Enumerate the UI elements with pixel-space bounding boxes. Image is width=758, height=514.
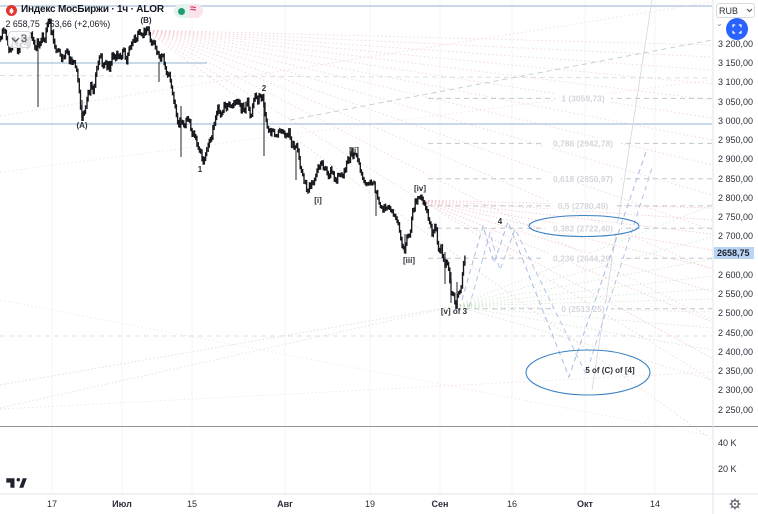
svg-text:0 (2513,25): 0 (2513,25) — [561, 304, 605, 314]
svg-text:1: 1 — [198, 165, 203, 174]
svg-text:(B): (B) — [140, 16, 151, 25]
svg-text:[v] of 3: [v] of 3 — [441, 307, 468, 316]
svg-text:0,236 (2644,29): 0,236 (2644,29) — [553, 253, 613, 263]
svg-text:1 (3059,73): 1 (3059,73) — [561, 93, 605, 103]
svg-text:[i]: [i] — [314, 196, 322, 205]
svg-text:0,5 (2780,49): 0,5 (2780,49) — [558, 201, 609, 211]
svg-text:0,382 (2722,40): 0,382 (2722,40) — [553, 223, 613, 233]
svg-text:[iv]: [iv] — [414, 184, 426, 193]
svg-text:5 of (C) of [4]: 5 of (C) of [4] — [585, 366, 635, 375]
svg-text:2: 2 — [262, 84, 267, 93]
svg-text:0,786 (2942,78): 0,786 (2942,78) — [553, 138, 613, 148]
svg-text:(A): (A) — [76, 121, 87, 130]
svg-text:4: 4 — [498, 217, 503, 226]
svg-text:[iii]: [iii] — [403, 256, 415, 265]
svg-text:0,618 (2850,97): 0,618 (2850,97) — [553, 174, 613, 184]
svg-text:[ii]: [ii] — [349, 146, 359, 155]
